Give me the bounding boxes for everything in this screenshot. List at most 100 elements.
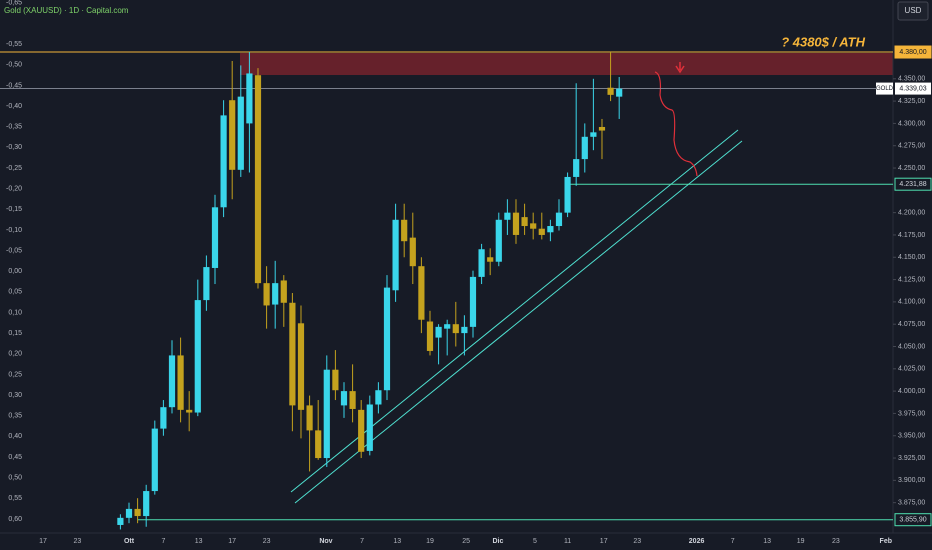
x-tick-label: 17 [228,538,236,545]
candle-body [297,323,305,410]
candle [590,78,597,151]
y-tick-label: 4.325,00 [898,98,925,105]
candle-body [564,176,571,213]
projection-path [654,71,698,177]
y2-tick-label: -0,25 [6,165,22,172]
level-tag [894,513,932,527]
candle [246,52,253,173]
candle [512,199,520,244]
y-tick-label: 3.875,00 [898,500,925,507]
candle [280,275,287,327]
candle [349,364,356,423]
candle [125,502,133,524]
candle [254,68,262,289]
candle [211,194,219,285]
resistance-zone [240,53,893,75]
candle-body [194,300,201,413]
candle [297,305,305,439]
candle [598,118,606,160]
candle-body [168,355,176,408]
candle-body [272,283,279,305]
candle [409,212,416,285]
y2-tick-label: -0,55 [6,41,22,48]
y2-tick-label: -0,65 [6,0,22,7]
candle-body [426,321,434,351]
candle [521,203,528,235]
y-tick-label: 4.175,00 [898,232,925,239]
candle [366,395,373,456]
candle-body [538,228,545,235]
y2-tick-label: -0,15 [6,206,22,213]
candle-body [366,404,373,451]
candle-body [237,96,244,170]
level-label: 3.855,90 [899,517,926,524]
candle [426,310,434,356]
candle [375,382,382,414]
candle [607,52,614,102]
candle-body [590,132,597,137]
trendline [290,129,739,493]
y-tick-label: 4.275,00 [898,143,925,150]
y2-tick-label: 0,35 [8,413,22,420]
x-tick-label: 23 [73,538,81,545]
y-tick-label: 4.200,00 [898,209,925,216]
candle [478,243,485,285]
candle-body [280,280,287,303]
y2-tick-label: 0,50 [8,475,22,482]
y-tick-label: 3.925,00 [898,455,925,462]
y2-tick-label: -0,40 [6,103,22,110]
candle-body [340,391,348,406]
candle [392,203,399,302]
y2-tick-label: 0,15 [8,330,22,337]
x-tick-label: 17 [600,538,608,545]
y-tick-label: 4.100,00 [898,299,925,306]
candle [444,319,451,356]
y2-tick-label: -0,50 [6,62,22,69]
candle [504,199,511,235]
y2-tick-label: -0,30 [6,144,22,151]
candle [495,212,502,267]
candle-body [444,324,451,329]
x-tick-label: 19 [797,538,805,545]
candle [194,279,201,417]
y-tick-label: 4.250,00 [898,165,925,172]
candle [315,400,322,460]
candle-body [401,219,408,242]
y2-tick-label: 0,10 [8,309,22,316]
candle-body [246,73,253,124]
chart-title: Gold (XAUUSD) · 1D · Capital.com [4,6,129,15]
candle [340,382,348,418]
candle [469,270,477,338]
candle-body [306,405,313,431]
candle-body [616,88,623,97]
candle [461,315,468,356]
y-tick-label: 4.350,00 [898,76,925,83]
x-tick-label: 19 [426,538,434,545]
y2-tick-label: 0,60 [8,516,22,523]
level-tag [894,45,932,59]
candle-body [581,136,588,160]
x-tick-label: 7 [360,538,364,545]
level-tag [894,177,932,191]
x-tick-label: 11 [564,538,571,545]
candle-body [186,409,193,413]
level-label: 4.380,00 [899,49,926,56]
x-tick-label: 23 [633,538,641,545]
candle [117,514,124,530]
candle-body [151,428,158,492]
candle [306,395,313,472]
x-tick-label: 7 [161,538,165,545]
candle-body [418,266,425,320]
last-price-label: 4.339,03 [899,85,926,92]
candle [272,260,279,329]
candle-body [375,390,382,405]
candle [289,292,296,432]
candle-body [521,217,528,227]
x-tick-label: 17 [39,538,47,545]
candle [452,301,459,347]
candle-body [409,237,416,267]
candle [220,100,227,218]
candle-body [598,126,606,131]
candle-body [452,324,459,334]
